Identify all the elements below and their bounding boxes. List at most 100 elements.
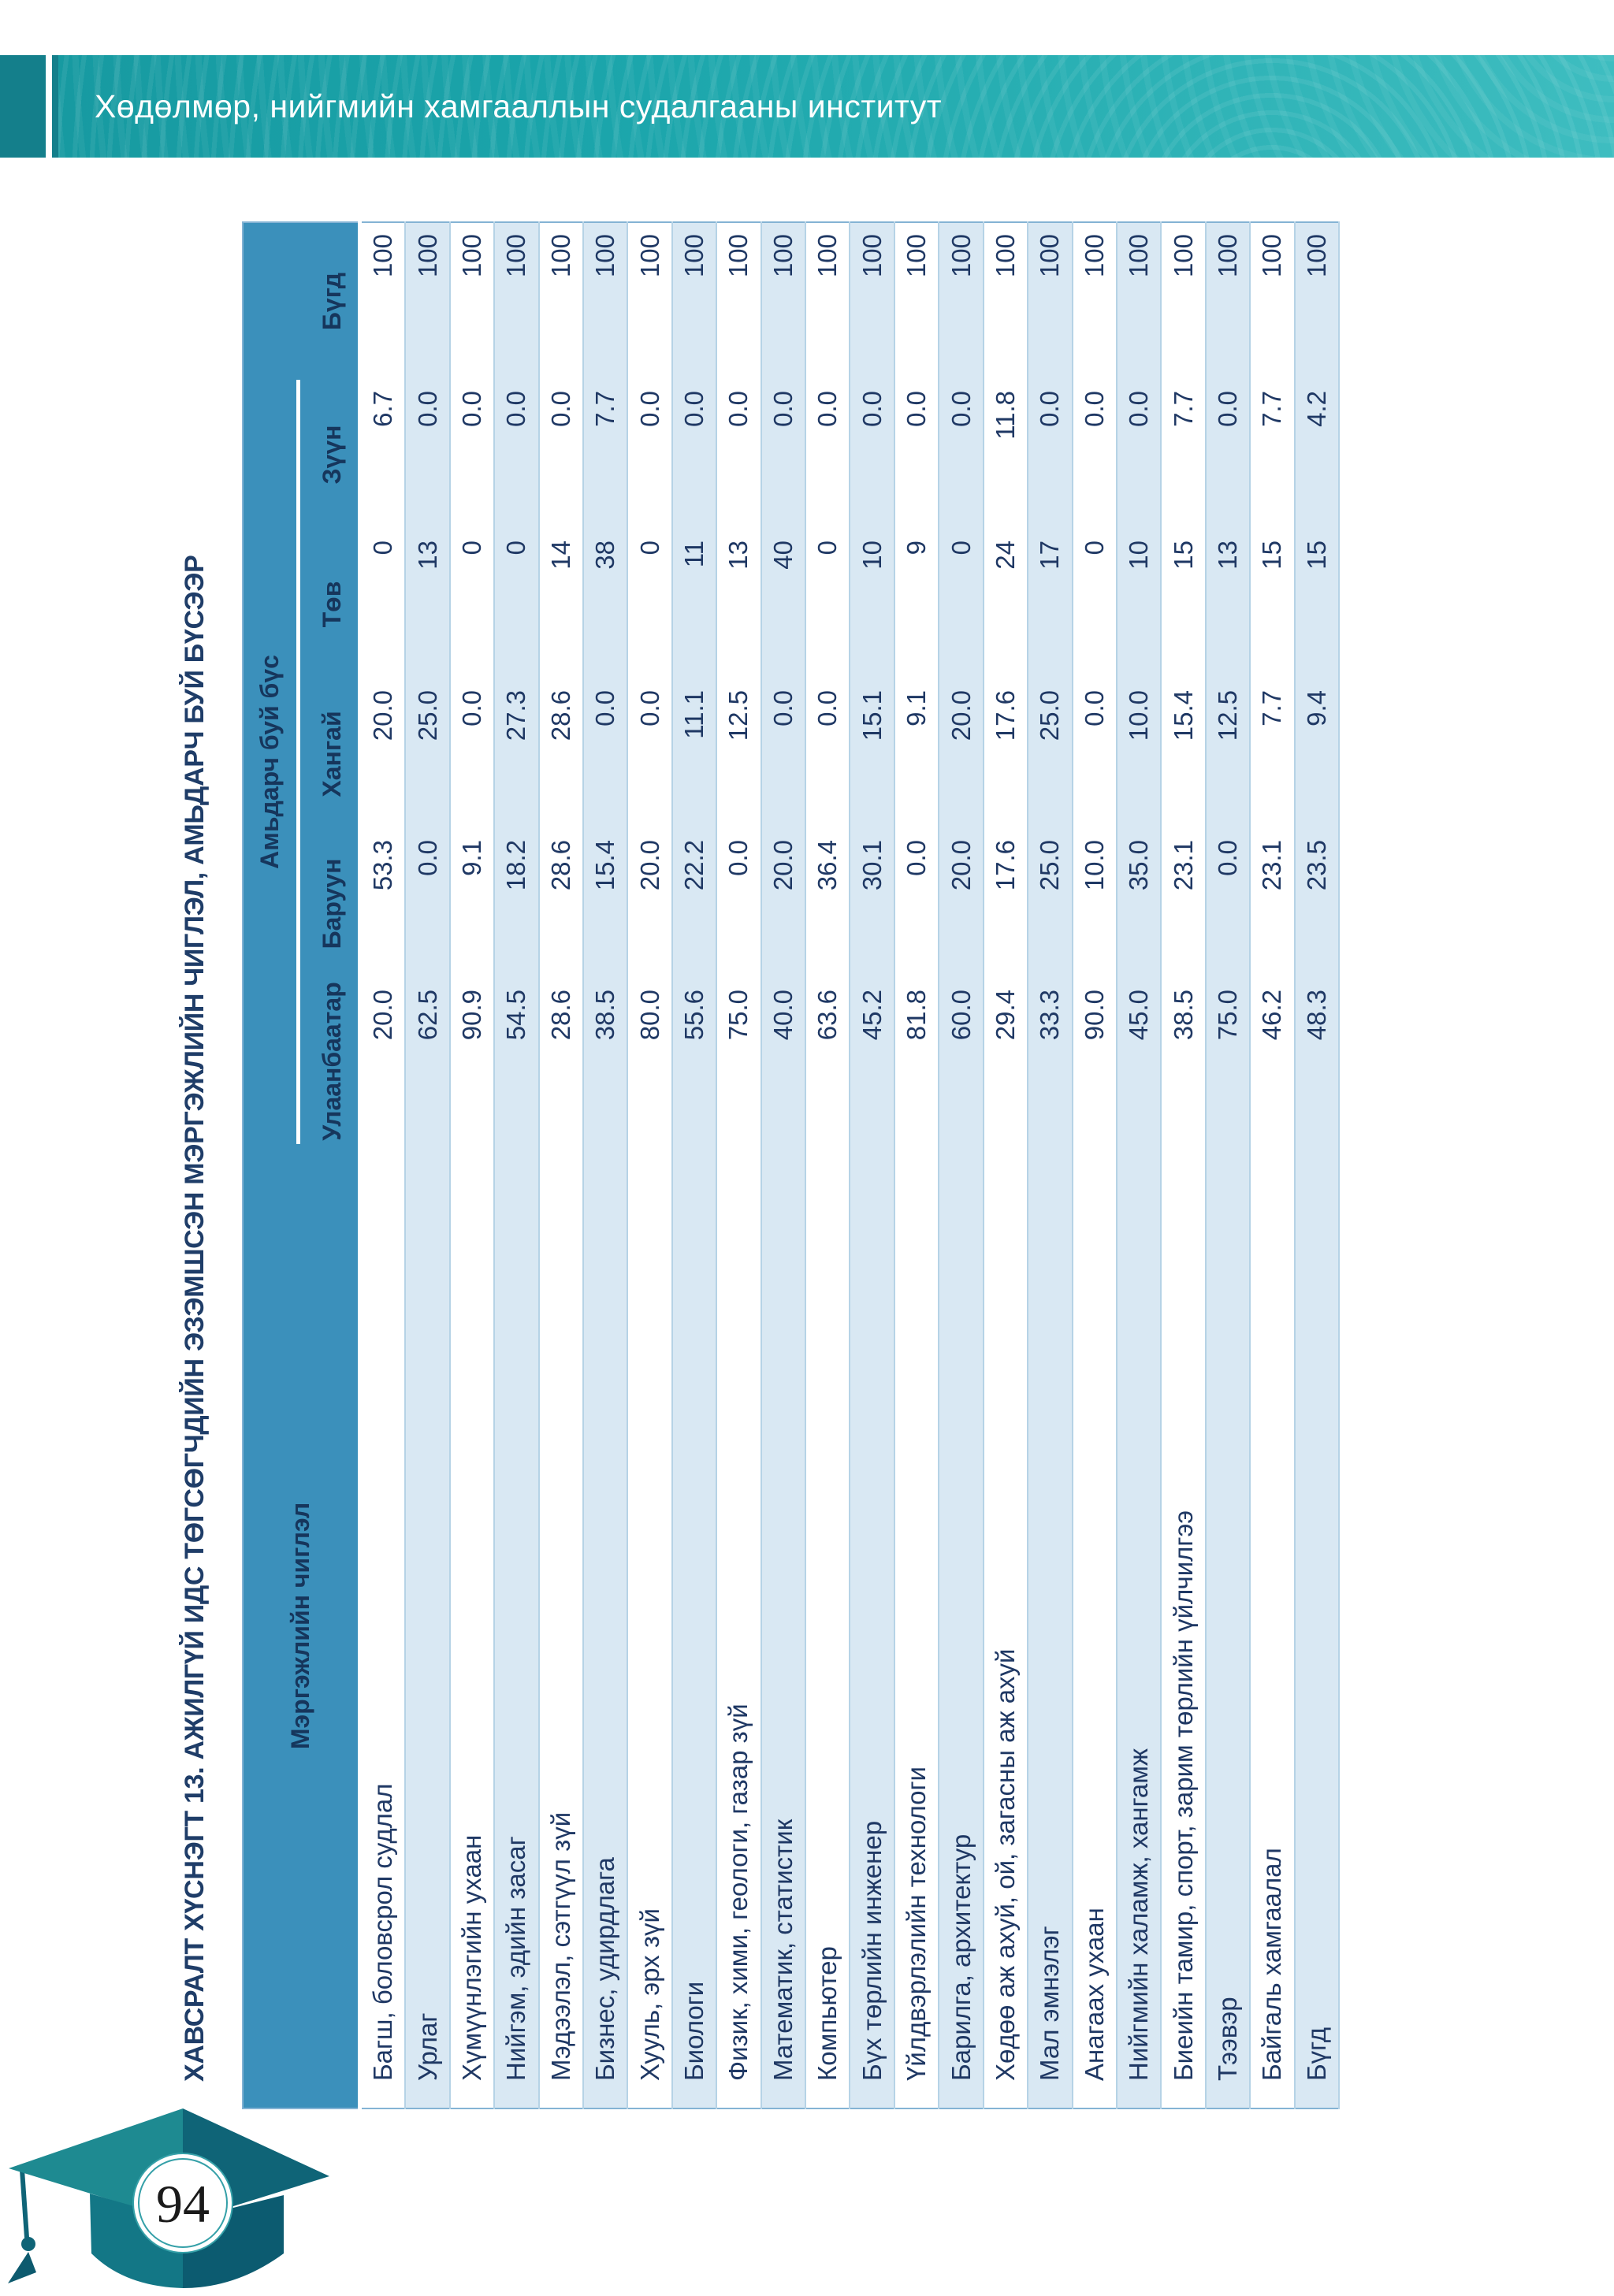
value-cell: 0.0: [716, 379, 761, 529]
value-cell: 10.0: [1116, 679, 1162, 829]
profession-cell: Хүмүүнлэгийн ухаан: [449, 1144, 495, 2108]
value-cell: 25.0: [405, 679, 450, 829]
value-cell: 0.0: [939, 379, 984, 529]
value-cell: 7.7: [1250, 379, 1295, 529]
banner-accent-block: [0, 55, 46, 158]
value-cell: 38.5: [583, 979, 628, 1144]
profession-cell: Хууль, эрх зүй: [627, 1144, 672, 2108]
value-cell: 100: [359, 221, 406, 380]
value-cell: 0.0: [894, 829, 939, 979]
value-cell: 40.0: [761, 979, 806, 1144]
value-cell: 12.5: [716, 679, 761, 829]
top-banner: [58, 55, 1614, 158]
value-cell: 0: [449, 529, 495, 679]
value-cell: 15: [1250, 529, 1295, 679]
value-cell: 13: [716, 529, 761, 679]
table-row: Үйлдвэрлэлийн технологи 81.8 0.0 9.1 9 0.0 100: [894, 221, 939, 2108]
profession-cell: Байгаль хамгаалал: [1250, 1144, 1295, 2108]
value-cell: 28.6: [538, 679, 584, 829]
value-cell: 20.0: [627, 829, 672, 979]
value-cell: 6.7: [359, 379, 406, 529]
value-cell: 0.0: [894, 379, 939, 529]
value-cell: 17: [1028, 529, 1073, 679]
value-cell: 22.2: [671, 829, 717, 979]
profession-cell: Нийгэм, эдийн засаг: [494, 1144, 539, 2108]
table-row: Байгаль хамгаалал 46.2 23.1 7.7 15 7.7 100: [1250, 221, 1295, 2108]
value-cell: 0.0: [1205, 829, 1251, 979]
table-row: Физик, хими, геологи, газар зүй 75.0 0.0 12…: [716, 221, 761, 2108]
value-cell: 100: [761, 221, 806, 380]
table-row: Биологи 55.6 22.2 11.1 11 0.0 100: [671, 221, 717, 2108]
value-cell: 10: [850, 529, 894, 679]
value-cell: 100: [1250, 221, 1295, 380]
value-cell: 0.0: [538, 379, 584, 529]
value-cell: 0.0: [1205, 379, 1251, 529]
value-cell: 13: [1205, 529, 1251, 679]
value-cell: 62.5: [405, 979, 450, 1144]
profession-cell: Математик, статистик: [761, 1144, 806, 2108]
value-cell: 0: [1072, 529, 1117, 679]
table-row: Биеийн тамир, спорт, зарим төрлийн үйлчи…: [1161, 221, 1206, 2108]
value-cell: 23.1: [1161, 829, 1206, 979]
value-cell: 23.5: [1294, 829, 1339, 979]
banner-accent-line: [52, 55, 58, 158]
institute-title: Хөдөлмөр, нийгмийн хамгааллын судалгааны…: [95, 87, 943, 124]
value-cell: 100: [805, 221, 850, 380]
column-header-khangai: Хангай: [298, 679, 359, 829]
value-cell: 90.0: [1072, 979, 1117, 1144]
column-header-tuv: Төв: [298, 529, 359, 679]
value-cell: 0: [359, 529, 406, 679]
profession-cell: Мэдээлэл, сэтгүүл зүй: [538, 1144, 584, 2108]
column-header-profession: Мэргэжлийн чиглэл: [243, 1144, 359, 2108]
value-cell: 29.4: [983, 979, 1028, 1144]
table-row: Анагаах ухаан 90.0 10.0 0.0 0 0.0 100: [1072, 221, 1117, 2108]
value-cell: 40: [761, 529, 806, 679]
profession-cell: Урлаг: [405, 1144, 450, 2108]
value-cell: 46.2: [1250, 979, 1295, 1144]
table-row: Нийгэм, эдийн засаг 54.5 18.2 27.3 0 0.0 100: [494, 221, 539, 2108]
value-cell: 25.0: [1028, 679, 1073, 829]
header-row-group: Мэргэжлийн чиглэл Амьдарч буй бүс Бүгд: [243, 221, 359, 2108]
column-header-zuun: Зүүн: [298, 379, 359, 529]
table-row: Бүгд 48.3 23.5 9.4 15 4.2 100: [1294, 221, 1339, 2108]
value-cell: 100: [494, 221, 539, 380]
value-cell: 10: [1116, 529, 1162, 679]
value-cell: 100: [1072, 221, 1117, 380]
value-cell: 0.0: [1072, 379, 1117, 529]
value-cell: 100: [1116, 221, 1162, 380]
value-cell: 100: [983, 221, 1028, 380]
value-cell: 100: [449, 221, 495, 380]
table-row: Мал эмнэлэг 33.3 25.0 25.0 17 0.0 100: [1028, 221, 1073, 2108]
value-cell: 23.1: [1250, 829, 1295, 979]
value-cell: 0.0: [449, 679, 495, 829]
value-cell: 17.6: [983, 829, 1028, 979]
value-cell: 0.0: [805, 679, 850, 829]
value-cell: 0.0: [405, 379, 450, 529]
value-cell: 0: [805, 529, 850, 679]
value-cell: 48.3: [1294, 979, 1339, 1144]
value-cell: 90.9: [449, 979, 495, 1144]
table-body: Багш, боловсрол судлал 20.0 53.3 20.0 0 6.7 10…: [359, 221, 1339, 2108]
value-cell: 0.0: [1072, 679, 1117, 829]
value-cell: 75.0: [1205, 979, 1251, 1144]
value-cell: 45.2: [850, 979, 894, 1144]
value-cell: 12.5: [1205, 679, 1251, 829]
value-cell: 15.1: [850, 679, 894, 829]
value-cell: 100: [1161, 221, 1206, 380]
value-cell: 13: [405, 529, 450, 679]
table-row: Бүх төрлийн инженер 45.2 30.1 15.1 10 0.0 100: [850, 221, 894, 2108]
value-cell: 60.0: [939, 979, 984, 1144]
table-row: Нийгмийн халамж, хангамж 45.0 35.0 10.0 10 0.…: [1116, 221, 1162, 2108]
table-row: Барилга, архитектур 60.0 20.0 20.0 0 0.0 100: [939, 221, 984, 2108]
profession-cell: Бизнес, удирдлага: [583, 1144, 628, 2108]
column-header-baruun: Баруун: [298, 829, 359, 979]
value-cell: 0.0: [716, 829, 761, 979]
table-row: Багш, боловсрол судлал 20.0 53.3 20.0 0 6.7 10…: [359, 221, 406, 2108]
graduation-cap-icon: 94: [6, 2102, 333, 2292]
value-cell: 100: [583, 221, 628, 380]
value-cell: 0.0: [627, 679, 672, 829]
value-cell: 18.2: [494, 829, 539, 979]
value-cell: 55.6: [671, 979, 717, 1144]
value-cell: 20.0: [359, 679, 406, 829]
value-cell: 100: [850, 221, 894, 380]
